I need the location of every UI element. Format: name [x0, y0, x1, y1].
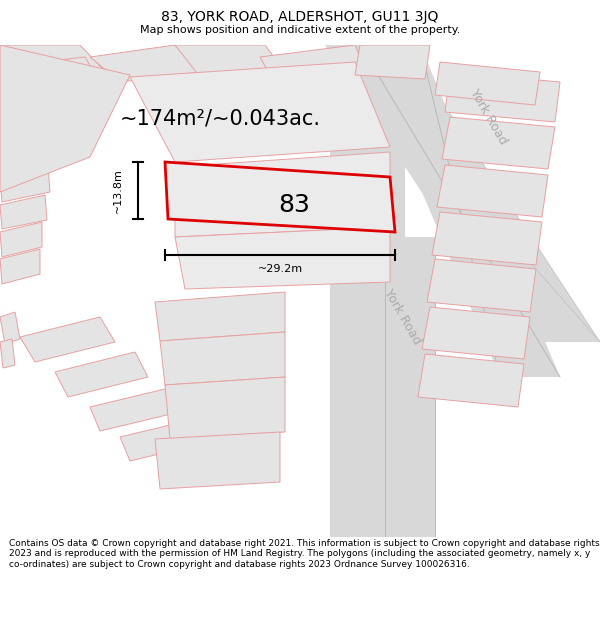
Polygon shape — [155, 432, 280, 489]
Polygon shape — [175, 152, 390, 237]
Polygon shape — [0, 222, 42, 257]
Polygon shape — [330, 45, 405, 537]
Polygon shape — [355, 45, 430, 79]
Polygon shape — [90, 389, 175, 431]
Polygon shape — [432, 212, 542, 265]
Polygon shape — [90, 45, 200, 82]
Polygon shape — [0, 45, 120, 87]
Polygon shape — [445, 72, 560, 122]
Text: York Road: York Road — [381, 287, 423, 347]
Polygon shape — [0, 139, 55, 175]
Text: ~13.8m: ~13.8m — [113, 168, 123, 213]
Polygon shape — [0, 57, 100, 92]
Text: 83, YORK ROAD, ALDERSHOT, GU11 3JQ: 83, YORK ROAD, ALDERSHOT, GU11 3JQ — [161, 10, 439, 24]
Text: 83: 83 — [278, 194, 310, 218]
Polygon shape — [175, 45, 285, 77]
Polygon shape — [340, 45, 600, 342]
Polygon shape — [442, 117, 555, 169]
Polygon shape — [165, 377, 285, 439]
Polygon shape — [0, 85, 70, 119]
Text: ~29.2m: ~29.2m — [257, 264, 302, 274]
Polygon shape — [0, 45, 130, 192]
Text: Map shows position and indicative extent of the property.: Map shows position and indicative extent… — [140, 25, 460, 35]
Polygon shape — [165, 162, 395, 232]
Text: York Road: York Road — [467, 87, 509, 147]
Polygon shape — [55, 352, 148, 397]
Polygon shape — [0, 312, 20, 344]
Polygon shape — [385, 237, 435, 537]
Polygon shape — [160, 332, 285, 385]
Polygon shape — [437, 165, 548, 217]
Polygon shape — [120, 419, 205, 461]
Polygon shape — [418, 354, 524, 407]
Polygon shape — [0, 112, 60, 147]
Polygon shape — [435, 62, 540, 105]
Polygon shape — [175, 227, 390, 289]
Text: ~174m²/~0.043ac.: ~174m²/~0.043ac. — [119, 109, 320, 129]
Polygon shape — [260, 45, 365, 75]
Polygon shape — [0, 249, 40, 284]
Polygon shape — [0, 339, 15, 368]
Polygon shape — [155, 292, 285, 341]
Polygon shape — [325, 45, 535, 342]
Polygon shape — [360, 45, 560, 377]
Polygon shape — [0, 195, 47, 229]
Polygon shape — [130, 62, 390, 162]
Text: Contains OS data © Crown copyright and database right 2021. This information is : Contains OS data © Crown copyright and d… — [9, 539, 599, 569]
Polygon shape — [20, 317, 115, 362]
Polygon shape — [427, 259, 536, 312]
Polygon shape — [422, 307, 530, 359]
Polygon shape — [0, 45, 110, 117]
Polygon shape — [0, 167, 50, 202]
